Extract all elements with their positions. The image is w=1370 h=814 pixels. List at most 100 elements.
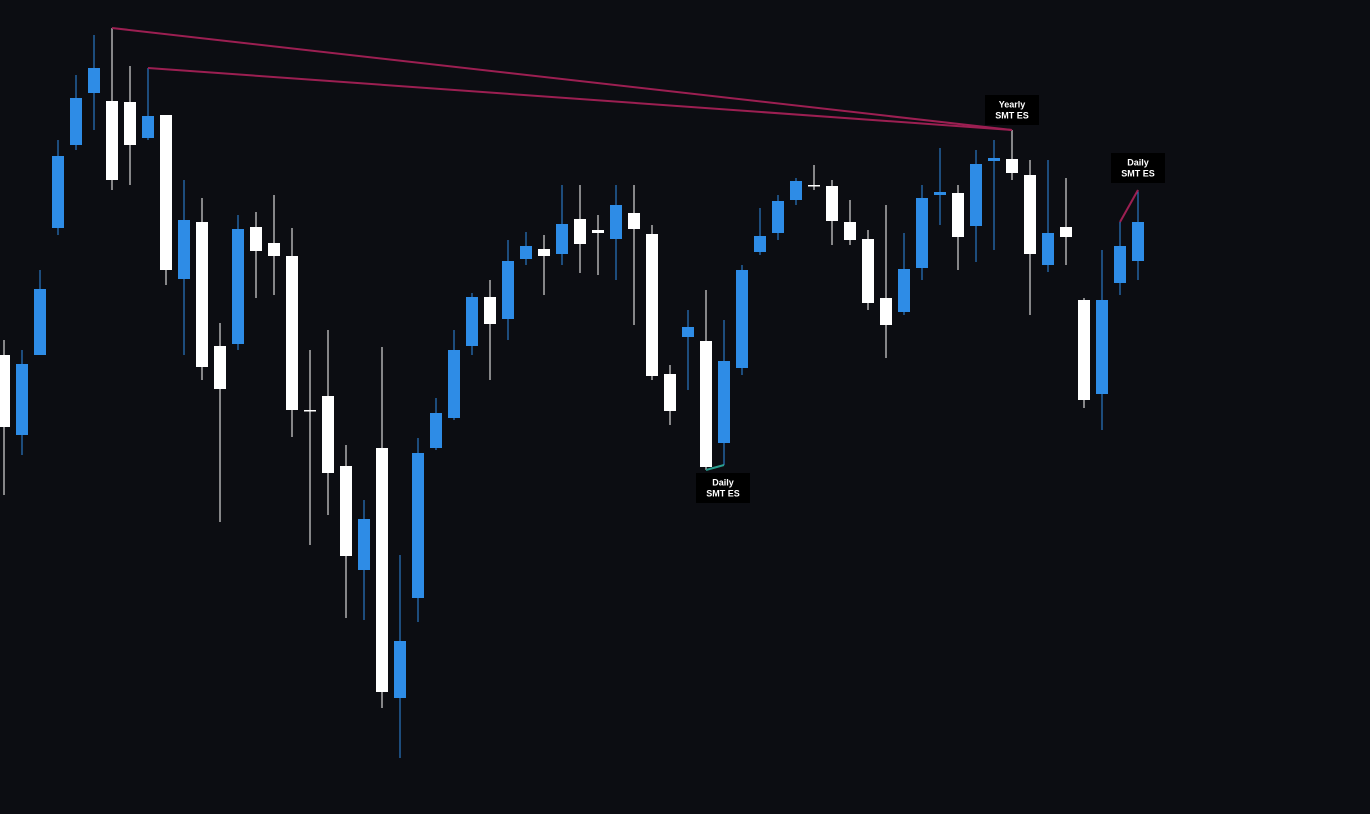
- candle: [1060, 178, 1072, 265]
- body: [736, 270, 748, 368]
- body: [754, 236, 766, 252]
- candle: [286, 228, 298, 437]
- candle: [862, 230, 874, 310]
- candle: [196, 198, 208, 380]
- body: [1060, 227, 1072, 237]
- body: [952, 193, 964, 237]
- candle: [700, 290, 712, 470]
- body: [592, 230, 604, 233]
- smt-line: [111, 27, 1013, 131]
- body: [88, 68, 100, 93]
- annotation-box: [985, 95, 1039, 125]
- body: [970, 164, 982, 226]
- body: [196, 222, 208, 367]
- candle: [664, 365, 676, 425]
- annotation-text: Yearly: [999, 99, 1026, 109]
- smt-line: [1119, 189, 1139, 223]
- body: [322, 396, 334, 473]
- candle: [934, 148, 946, 225]
- annotation-text: SMT ES: [706, 488, 740, 498]
- candle: [178, 180, 190, 355]
- candle: [358, 500, 370, 620]
- candle: [304, 350, 316, 545]
- candle: [556, 185, 568, 265]
- body: [106, 101, 118, 180]
- body: [178, 220, 190, 279]
- body: [1006, 159, 1018, 173]
- body: [0, 355, 10, 427]
- body: [682, 327, 694, 337]
- body: [1024, 175, 1036, 254]
- candle: [1006, 130, 1018, 180]
- body: [70, 98, 82, 145]
- annotation-text: SMT ES: [1121, 168, 1155, 178]
- candle: [88, 35, 100, 130]
- body: [520, 246, 532, 259]
- candle: [1096, 250, 1108, 430]
- candle: [322, 330, 334, 515]
- annotation-box: [1111, 153, 1165, 183]
- body: [1078, 300, 1090, 400]
- body: [538, 249, 550, 256]
- candle: [412, 438, 424, 622]
- body: [466, 297, 478, 346]
- candle: [1132, 190, 1144, 280]
- body: [844, 222, 856, 240]
- annotation-box: [696, 473, 750, 503]
- candle: [160, 115, 172, 285]
- candle: [394, 555, 406, 758]
- candle: [268, 195, 280, 295]
- candle: [682, 310, 694, 390]
- candle: [448, 330, 460, 420]
- body: [394, 641, 406, 698]
- candle: [250, 212, 262, 298]
- body: [502, 261, 514, 319]
- body: [700, 341, 712, 467]
- body: [412, 453, 424, 598]
- body: [556, 224, 568, 254]
- body: [772, 201, 784, 233]
- candle: [520, 232, 532, 265]
- body: [34, 289, 46, 355]
- candle: [790, 178, 802, 205]
- candle: [1042, 160, 1054, 272]
- candle: [772, 195, 784, 240]
- body: [214, 346, 226, 389]
- candle: [538, 235, 550, 295]
- candle: [52, 140, 64, 235]
- candle: [916, 185, 928, 280]
- body: [808, 185, 820, 187]
- body: [448, 350, 460, 418]
- body: [430, 413, 442, 448]
- candle: [628, 185, 640, 325]
- body: [16, 364, 28, 435]
- body: [646, 234, 658, 376]
- body: [250, 227, 262, 251]
- body: [160, 115, 172, 270]
- body: [286, 256, 298, 410]
- body: [376, 448, 388, 692]
- body: [1132, 222, 1144, 261]
- candle: [736, 265, 748, 375]
- candle: [574, 185, 586, 273]
- body: [1114, 246, 1126, 283]
- body: [664, 374, 676, 411]
- smt-line: [705, 464, 725, 471]
- body: [1042, 233, 1054, 265]
- body: [358, 519, 370, 570]
- candle: [106, 28, 118, 190]
- body: [880, 298, 892, 325]
- candle: [880, 205, 892, 358]
- candle: [376, 347, 388, 708]
- smt-line: [147, 67, 1013, 131]
- candle: [214, 323, 226, 522]
- candle: [1024, 160, 1036, 315]
- candle: [340, 445, 352, 618]
- candle: [646, 225, 658, 380]
- body: [790, 181, 802, 200]
- candle: [610, 185, 622, 280]
- body: [610, 205, 622, 239]
